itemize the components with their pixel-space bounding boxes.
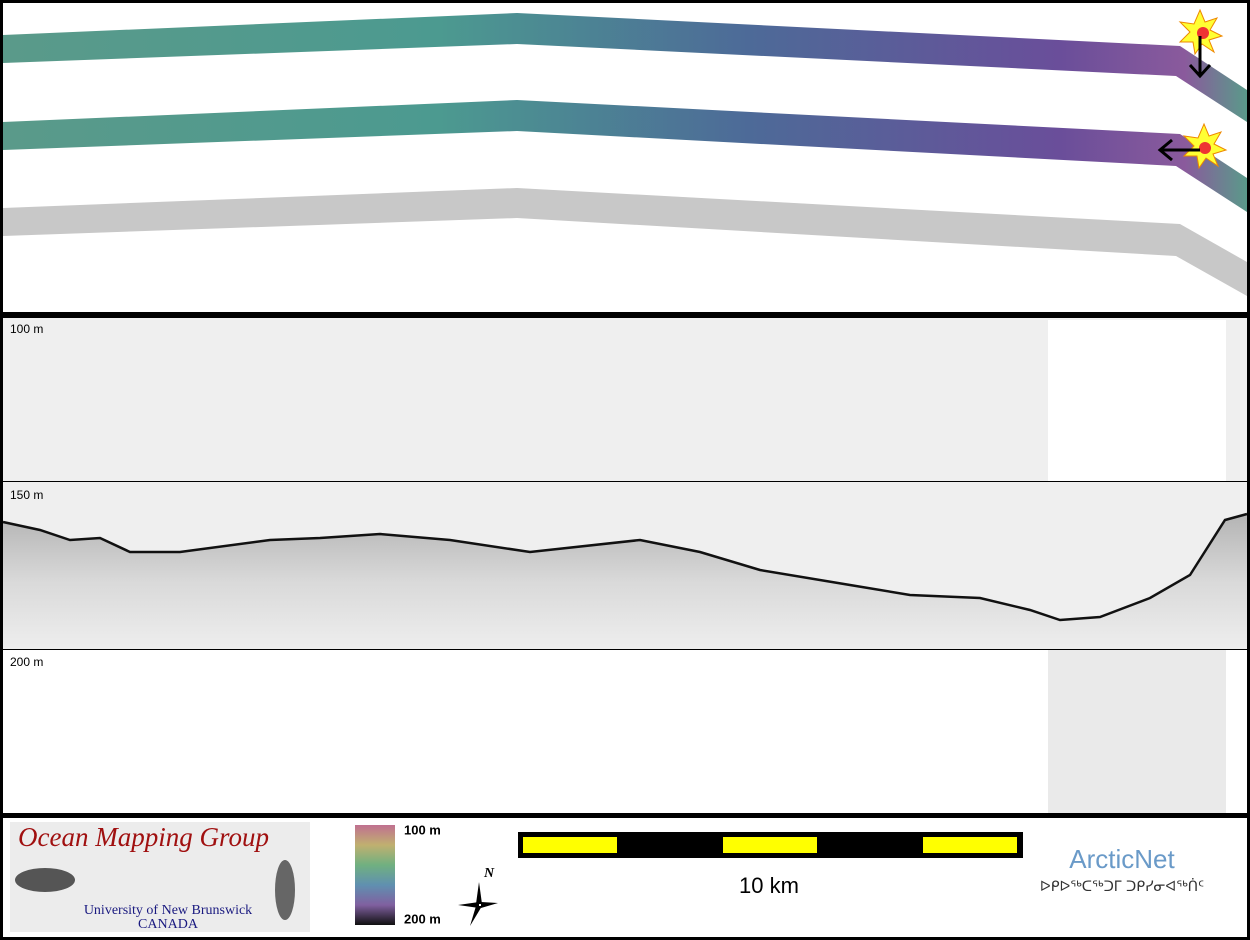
colorbar-label: 100 m [404, 822, 441, 837]
depth-label: 100 m [10, 322, 43, 336]
depth-label: 150 m [10, 488, 43, 502]
colorbar [355, 825, 395, 925]
logo-title: Ocean Mapping Group [18, 822, 269, 852]
swath-backscatter [3, 188, 1247, 296]
logo-graphic [15, 868, 75, 892]
logo-university: University of New Brunswick [84, 903, 252, 918]
depth-label: 200 m [10, 655, 43, 669]
scale-label: 10 km [739, 873, 799, 898]
swath-backscatter-shaded [3, 13, 1247, 122]
logo-graphic [275, 860, 295, 920]
seafloor [2, 512, 1248, 622]
logo-country: CANADA [138, 917, 199, 932]
partner-name: ArcticNet [1069, 844, 1175, 874]
scale-segment [923, 837, 1017, 853]
compass-label: N [483, 866, 495, 881]
compass [458, 882, 498, 926]
partner-name-inuktitut: ᐅᑭᐅᖅᑕᖅᑐᒥ ᑐᑭᓯᓂᐊᖅᑏᑦ [1040, 878, 1204, 895]
swath-bathymetry [3, 100, 1247, 212]
water-column [1048, 650, 1226, 813]
scale-segment [723, 837, 817, 853]
sub-bottom [3, 514, 1247, 650]
position-marker [1178, 8, 1224, 79]
data-gap [1048, 320, 1226, 481]
below-range [1226, 650, 1247, 813]
position-marker [1157, 122, 1228, 170]
colorbar-label: 200 m [404, 911, 441, 926]
below-range [3, 650, 1048, 813]
scale-segment [523, 837, 617, 853]
